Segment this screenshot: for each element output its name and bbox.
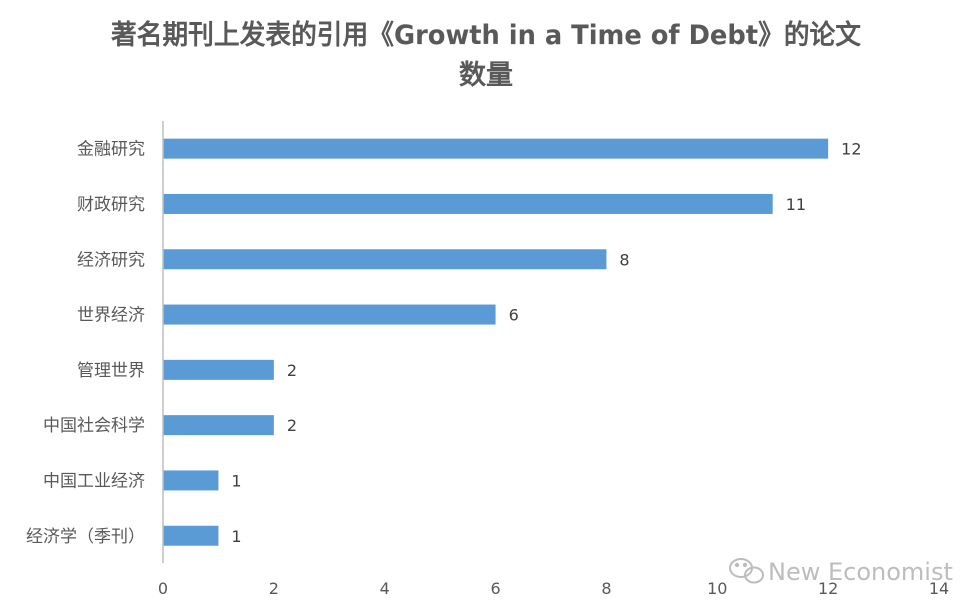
data-label: 2 (287, 361, 297, 380)
category-label: 管理世界 (77, 361, 145, 381)
data-label: 2 (287, 416, 297, 435)
category-label: 中国工业经济 (43, 471, 145, 491)
bar (163, 138, 829, 159)
x-tick-label: 8 (601, 579, 611, 598)
watermark: New Economist (729, 558, 953, 586)
category-label: 中国社会科学 (43, 416, 145, 436)
watermark-text: New Economist (768, 558, 953, 586)
data-label: 12 (841, 140, 861, 159)
x-tick-label: 6 (490, 579, 500, 598)
x-tick-label: 2 (269, 579, 279, 598)
data-label: 6 (509, 306, 519, 325)
chart-title-line-1: 著名期刊上发表的引用《Growth in a Time of Debt》的论文 (111, 19, 862, 51)
bar (163, 470, 219, 491)
x-tick-label: 14 (929, 579, 949, 598)
x-tick-label: 4 (380, 579, 390, 598)
chart-title: 著名期刊上发表的引用《Growth in a Time of Debt》的论文 … (111, 19, 862, 91)
bar (163, 359, 274, 380)
bar (163, 249, 607, 270)
category-label: 财政研究 (77, 195, 145, 215)
category-label: 金融研究 (77, 140, 145, 160)
data-label: 1 (231, 527, 241, 546)
data-label: 1 (231, 471, 241, 490)
x-tick-label: 0 (158, 579, 168, 598)
category-label: 世界经济 (77, 306, 145, 326)
category-label: 经济学（季刊） (26, 527, 145, 547)
category-label: 经济研究 (77, 250, 145, 270)
x-tick-label: 12 (818, 579, 838, 598)
bar (163, 415, 274, 436)
x-tick-label: 10 (707, 579, 727, 598)
bar (163, 304, 496, 325)
bar (163, 193, 773, 214)
wechat-icon (729, 558, 764, 584)
bar (163, 525, 219, 546)
data-label: 8 (619, 250, 629, 269)
chart-title-line-2: 数量 (459, 60, 513, 91)
data-label: 11 (786, 195, 806, 214)
